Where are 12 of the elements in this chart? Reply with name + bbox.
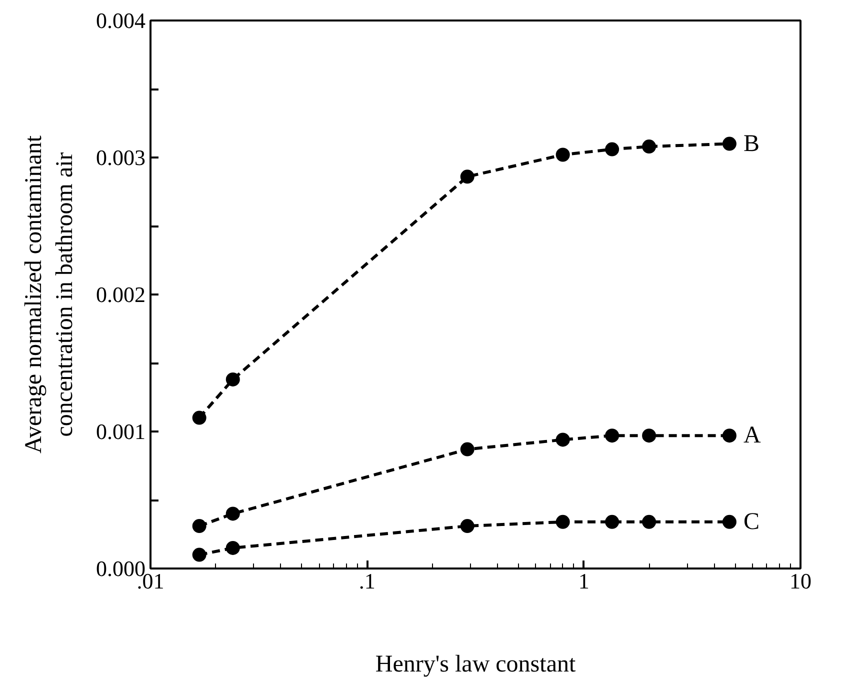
- y-tick-label: 0.001: [96, 419, 146, 444]
- series-label: A: [743, 422, 762, 449]
- series-label: B: [743, 130, 760, 157]
- y-tick-label: 0.003: [96, 145, 146, 170]
- series-label: C: [743, 508, 760, 535]
- x-axis-title: Henry's law constant: [375, 652, 576, 678]
- y-tick-label: 0.004: [96, 8, 146, 33]
- y-axis-title: Average normalized contaminant concentration in bathroom air: [20, 135, 78, 454]
- x-tick-label: 1: [578, 568, 590, 594]
- y-tick-label: 0.002: [96, 282, 146, 307]
- x-tick-label: .1: [358, 568, 376, 594]
- x-tick-label: 10: [790, 568, 812, 594]
